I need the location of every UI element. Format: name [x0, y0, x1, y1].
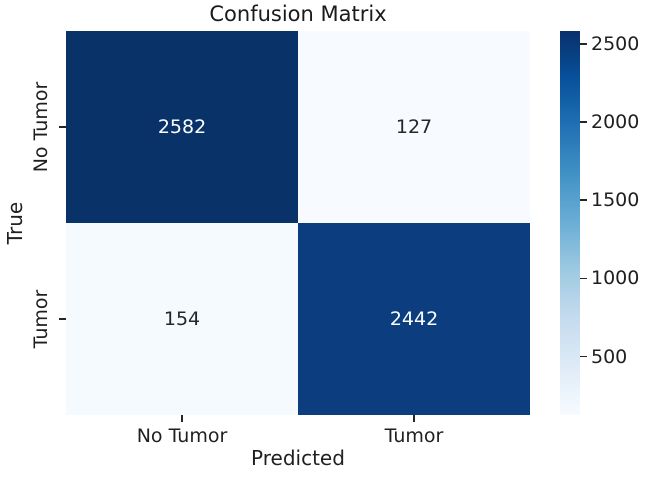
x-axis-label: Predicted — [251, 446, 345, 470]
x-axis-tick — [413, 415, 415, 422]
colorbar-tick-label: 1500 — [591, 189, 640, 212]
heatmap-cell: 127 — [298, 31, 530, 223]
colorbar-tick-mark — [580, 43, 587, 45]
heatmap-cell: 2442 — [298, 223, 530, 415]
colorbar-tick-label: 2000 — [591, 111, 640, 134]
x-tick-label-no-tumor: No Tumor — [136, 425, 228, 447]
y-tick-label-no-tumor: No Tumor — [30, 81, 52, 173]
colorbar-tick-label: 1000 — [591, 267, 640, 290]
heatmap-cell: 154 — [66, 223, 298, 415]
colorbar-tick-mark — [580, 355, 587, 358]
colorbar-gradient — [560, 31, 580, 415]
y-tick-label-tumor: Tumor — [30, 289, 52, 349]
x-axis-tick — [181, 415, 183, 422]
y-axis-label: True — [3, 201, 27, 245]
colorbar-tick-mark — [580, 199, 587, 202]
colorbar-tick-label: 500 — [591, 345, 628, 368]
chart-title: Confusion Matrix — [209, 2, 387, 26]
y-axis-tick — [59, 126, 66, 128]
heatmap-grid: 2582 127 154 2442 — [66, 31, 530, 415]
y-axis-tick — [59, 318, 66, 320]
colorbar-tick-mark — [580, 277, 587, 280]
colorbar-tick-mark — [580, 121, 587, 123]
x-tick-label-tumor: Tumor — [384, 425, 444, 447]
heatmap-cell: 2582 — [66, 31, 298, 223]
colorbar-tick-label: 2500 — [591, 32, 640, 55]
